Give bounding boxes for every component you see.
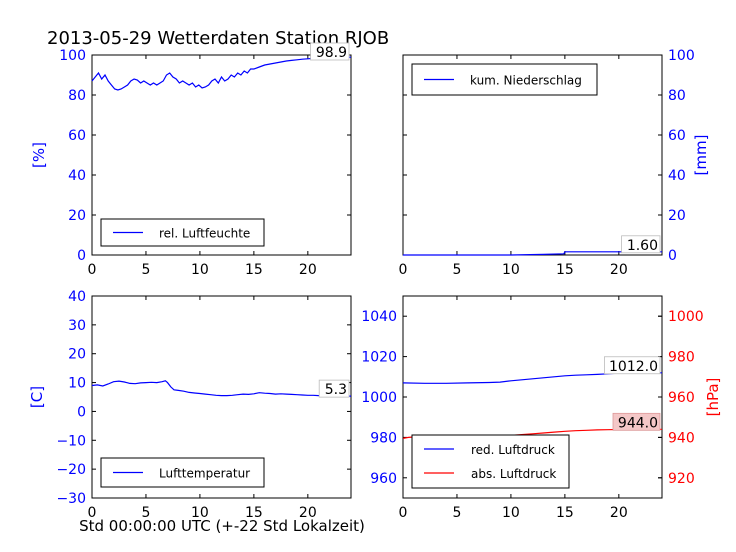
x-tick-label: 5	[452, 262, 461, 278]
legend-box	[411, 434, 570, 489]
last-value-box	[318, 379, 350, 398]
y-tick-label: 20	[68, 347, 86, 363]
last-value-box	[310, 42, 350, 61]
x-tick-label: 20	[299, 505, 317, 521]
series-line-rel-luftfeuchte	[91, 56, 351, 91]
x-tick-label: 0	[399, 262, 408, 278]
y-tick-label: 980	[370, 430, 397, 446]
y-tick-label: 0	[77, 404, 86, 420]
legend-label: rel. Luftfeuchte	[159, 227, 250, 241]
y-right-axis-label: [hPa]	[704, 378, 722, 417]
y-tick-label: 100	[59, 48, 86, 64]
figure-xlabel: Std 00:00:00 UTC (+-22 Std Lokalzeit)	[79, 517, 365, 535]
last-value-label: 1012.0	[609, 359, 658, 375]
x-tick-label: 5	[452, 505, 461, 521]
y-tick-label: 20	[668, 208, 686, 224]
x-tick-label: 5	[141, 262, 150, 278]
x-tick-label: 15	[556, 262, 574, 278]
x-tick-label: 0	[88, 505, 97, 521]
y-tick-label: 80	[668, 88, 686, 104]
series-line-kum-niederschlag	[403, 251, 662, 256]
y-tick-label: −20	[56, 462, 86, 478]
x-tick-label: 20	[610, 505, 628, 521]
x-tick-label: 20	[299, 262, 317, 278]
panel-precipitation: 0 5 10 15 20 0 20 40 60 80 100 [mm] 1.60 kum. Nieders…	[399, 48, 710, 278]
x-tick-label: 10	[502, 505, 520, 521]
legend-label: Lufttemperatur	[159, 467, 250, 481]
x-tick-label: 0	[399, 505, 408, 521]
x-tick-label: 15	[245, 505, 263, 521]
plot-frame	[91, 295, 352, 499]
y-tick-label: 0	[77, 248, 86, 264]
last-value-label: 5.3	[325, 382, 347, 398]
y-tick-label: 40	[68, 289, 86, 305]
y-tick-label: 1000	[361, 390, 397, 406]
y-tick-label: 30	[68, 318, 86, 334]
last-value-label: 944.0	[618, 415, 658, 431]
last-value-box	[621, 235, 661, 254]
y-axis-label: [%]	[30, 142, 48, 168]
legend-label: kum. Niederschlag	[470, 74, 582, 88]
y-right-tick-label: 1000	[668, 309, 704, 325]
x-tick-label: 15	[245, 262, 263, 278]
x-tick-label: 10	[191, 505, 209, 521]
y-tick-label: 10	[68, 376, 86, 392]
y-tick-label: 1040	[361, 309, 397, 325]
last-value-box	[612, 412, 661, 431]
figure-title: 2013-05-29 Wetterdaten Station RJOB	[47, 28, 389, 49]
x-tick-label: 20	[610, 262, 628, 278]
x-tick-label: 5	[141, 505, 150, 521]
y-tick-label: 20	[68, 208, 86, 224]
y-axis-label: [mm]	[692, 135, 710, 176]
y-right-tick-label: 980	[668, 350, 695, 366]
x-tick-label: 0	[88, 262, 97, 278]
y-tick-label: 960	[370, 471, 397, 487]
legend-label: abs. Luftdruck	[471, 467, 556, 481]
y-tick-label: 60	[68, 128, 86, 144]
y-tick-label: −10	[56, 433, 86, 449]
x-tick-label: 10	[502, 262, 520, 278]
last-value-box	[604, 356, 661, 375]
y-tick-label: 1020	[361, 350, 397, 366]
plot-frame	[91, 54, 352, 256]
y-right-tick-label: 920	[668, 471, 695, 487]
panel-humidity: 0 5 10 15 20 0 20 40 60 80 100 [%] 98.9 rel. Luftfeuc…	[30, 42, 352, 278]
series-line-lufttemperatur	[91, 380, 351, 397]
y-tick-label: 0	[668, 248, 677, 264]
panel-temperature: 0 5 10 15 20 −30 −20 −10 0 10 20 30 40 [C] 5.3 Lufttemp…	[28, 289, 352, 521]
panel-pressure: 0 5 10 15 20 960 980 1000 1020 1040 920 940 960 980 10…	[361, 295, 722, 521]
y-right-tick-label: 940	[668, 430, 695, 446]
legend-label: red. Luftdruck	[471, 443, 555, 457]
y-tick-label: −30	[56, 491, 86, 507]
last-value-label: 1.60	[627, 238, 658, 254]
y-right-tick-label: 960	[668, 390, 695, 406]
y-tick-label: 40	[68, 168, 86, 184]
y-tick-label: 60	[668, 128, 686, 144]
y-tick-label: 40	[668, 168, 686, 184]
y-tick-label: 80	[68, 88, 86, 104]
x-tick-label: 10	[191, 262, 209, 278]
x-tick-label: 15	[556, 505, 574, 521]
last-value-label: 98.9	[316, 45, 347, 61]
y-tick-label: 100	[668, 48, 695, 64]
y-axis-label: [C]	[28, 386, 46, 408]
